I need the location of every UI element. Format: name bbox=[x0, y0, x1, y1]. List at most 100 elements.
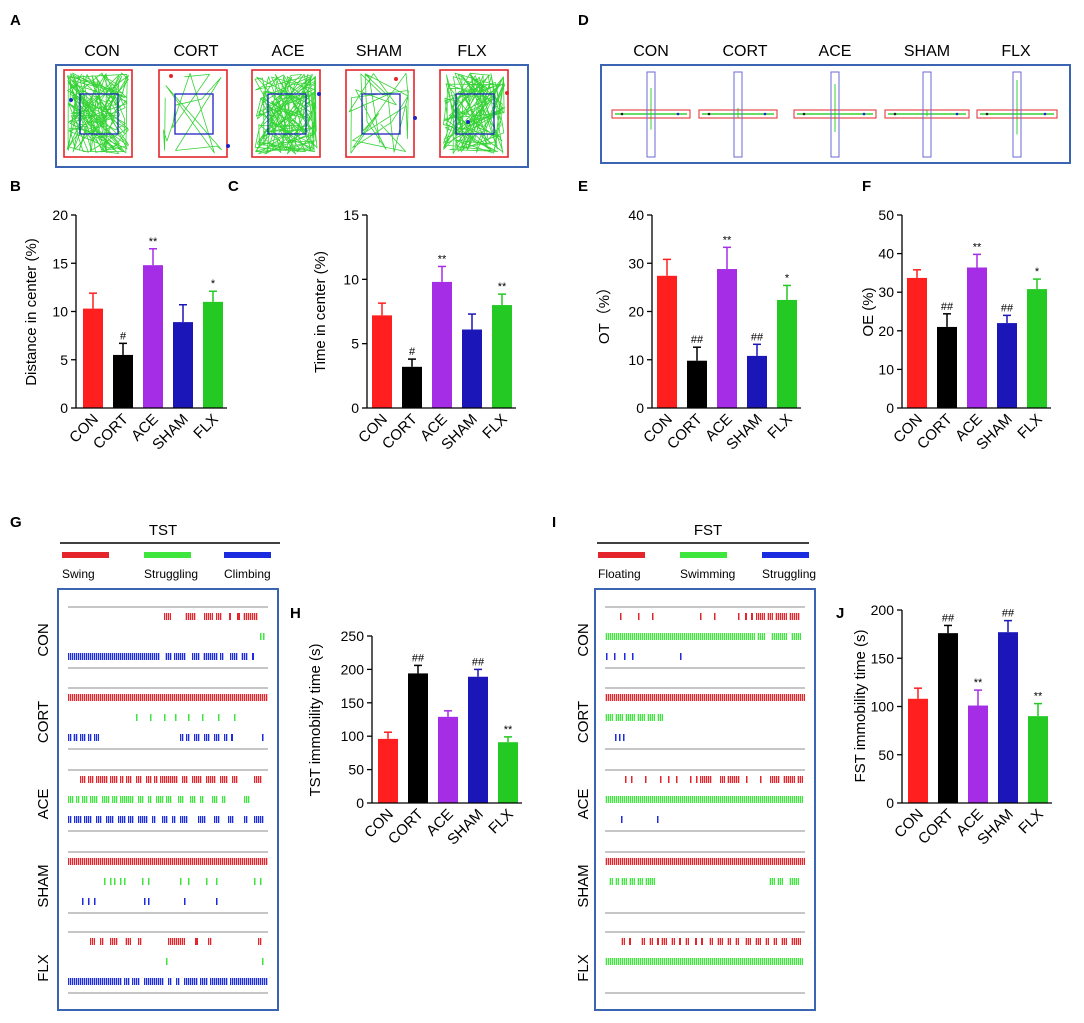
ethogram-struggling-episode bbox=[164, 714, 166, 721]
ethogram-floating-episode bbox=[797, 776, 803, 783]
ethogram-struggling-episode bbox=[188, 714, 190, 721]
significance-marker: ## bbox=[941, 301, 954, 313]
ethogram-floating-episode bbox=[700, 776, 712, 783]
legend-label: Swimming bbox=[680, 567, 735, 581]
ethogram-climbing-episode bbox=[82, 898, 84, 905]
ethogram-swimming-episode bbox=[609, 878, 613, 885]
ethogram-climbing-episode bbox=[254, 816, 264, 823]
ethogram-climbing-episode bbox=[252, 653, 254, 660]
significance-marker: ** bbox=[723, 234, 732, 246]
ethogram-floating-episode bbox=[668, 776, 670, 783]
ethogram-floating-episode bbox=[631, 776, 633, 783]
ethogram-struggling-episode bbox=[112, 796, 118, 803]
y-tick-label: 0 bbox=[636, 400, 644, 416]
y-axis-label: Time in center (%) bbox=[312, 251, 329, 373]
ethogram-climbing-episode bbox=[168, 978, 172, 985]
ethogram-swimming-episode bbox=[621, 878, 627, 885]
ethogram-struggling-episode bbox=[262, 958, 264, 965]
epm-open-arm bbox=[698, 109, 778, 119]
ethogram-floating-episode bbox=[605, 858, 805, 865]
center-zone bbox=[455, 93, 495, 135]
position-marker bbox=[862, 112, 866, 116]
ethogram-struggling-episode bbox=[104, 878, 106, 885]
bar-flx bbox=[203, 301, 223, 408]
ethogram-struggling-episode bbox=[632, 653, 634, 660]
ethogram-climbing-episode bbox=[118, 816, 126, 823]
ethogram-climbing-episode bbox=[184, 978, 198, 985]
significance-marker: ## bbox=[942, 612, 955, 624]
ethogram-struggling-episode bbox=[76, 796, 80, 803]
significance-marker: ** bbox=[974, 677, 983, 689]
position-marker bbox=[394, 77, 398, 81]
ethogram-floating-episode bbox=[657, 938, 659, 945]
panel-letter-f: F bbox=[862, 178, 871, 195]
ethogram-struggling-episode bbox=[175, 714, 177, 721]
y-tick-label: 100 bbox=[871, 699, 895, 715]
ethogram-swing-episode bbox=[90, 938, 95, 945]
bar-cort bbox=[938, 633, 958, 803]
ethogram-swing-episode bbox=[182, 776, 188, 783]
epm-group-label: ACE bbox=[819, 43, 852, 60]
ethogram-climbing-episode bbox=[148, 898, 150, 905]
ethogram-swing-episode bbox=[192, 776, 202, 783]
y-axis-label: FST immobility time (s) bbox=[852, 629, 869, 782]
x-category-label: FLX bbox=[479, 411, 510, 442]
ethogram-swing-episode bbox=[229, 613, 231, 620]
ethogram-climbing-episode bbox=[94, 898, 96, 905]
y-tick-label: 5 bbox=[351, 336, 359, 352]
ethogram-struggling-episode bbox=[150, 714, 152, 721]
ethogram-floating-episode bbox=[676, 776, 678, 783]
ethogram-floating-episode bbox=[765, 938, 769, 945]
ethogram-floating-episode bbox=[773, 938, 777, 945]
ethogram-floating-episode bbox=[770, 776, 780, 783]
significance-marker: ## bbox=[472, 656, 485, 668]
ethogram-climbing-episode bbox=[198, 816, 206, 823]
center-zone bbox=[267, 93, 307, 135]
ethogram-climbing-episode bbox=[192, 653, 200, 660]
x-category-label: FLX bbox=[190, 411, 221, 442]
ethogram-struggling-episode bbox=[138, 796, 144, 803]
y-tick-label: 40 bbox=[878, 246, 894, 262]
ethogram-floating-episode bbox=[621, 938, 625, 945]
bar-sham bbox=[462, 329, 482, 408]
ethogram-struggling-episode bbox=[621, 816, 623, 823]
ethogram-swing-episode bbox=[110, 938, 118, 945]
ethogram-struggling-episode bbox=[206, 878, 208, 885]
ethogram-swimming-episode bbox=[645, 878, 655, 885]
position-marker bbox=[226, 144, 230, 148]
position-marker bbox=[1043, 112, 1047, 116]
ethogram-climbing-episode bbox=[74, 816, 82, 823]
position-marker bbox=[169, 74, 173, 78]
ethogram-struggling-episode bbox=[254, 878, 256, 885]
open-field-group-label: CON bbox=[84, 43, 120, 60]
ethogram-floating-episode bbox=[645, 776, 647, 783]
ethogram-floating-episode bbox=[767, 613, 773, 620]
ethogram-floating-episode bbox=[745, 613, 747, 620]
ethogram-climbing-episode bbox=[144, 898, 146, 905]
ethogram-floating-episode bbox=[789, 613, 800, 620]
ethogram-climbing-episode bbox=[68, 816, 72, 823]
ethogram-floating-episode bbox=[727, 776, 740, 783]
ethogram-floating-episode bbox=[746, 776, 748, 783]
ethogram-floating-episode bbox=[756, 613, 765, 620]
epm-closed-arm bbox=[922, 71, 932, 158]
y-tick-label: 10 bbox=[878, 361, 894, 377]
legend-label: Swing bbox=[62, 567, 95, 581]
ethogram-row-label: FLX bbox=[35, 954, 52, 982]
panel-letter-j: J bbox=[836, 605, 844, 622]
ethogram-floating-episode bbox=[717, 938, 723, 945]
ethogram-swing-episode bbox=[146, 776, 152, 783]
panel-letter-a: A bbox=[10, 12, 21, 29]
significance-marker: ** bbox=[498, 281, 507, 293]
legend-swatch-climbing bbox=[224, 552, 271, 558]
bar-flx bbox=[777, 299, 797, 408]
arena-border bbox=[158, 69, 228, 158]
significance-marker: # bbox=[120, 330, 127, 342]
ethogram-swimming-episode bbox=[777, 878, 783, 885]
position-marker bbox=[985, 112, 989, 116]
ethogram-climbing-episode bbox=[138, 816, 148, 823]
ethogram-swing-episode bbox=[126, 776, 132, 783]
ethogram-swimming-episode bbox=[791, 633, 801, 640]
ethogram-swing-episode bbox=[164, 613, 171, 620]
ethogram-swing-episode bbox=[125, 938, 131, 945]
